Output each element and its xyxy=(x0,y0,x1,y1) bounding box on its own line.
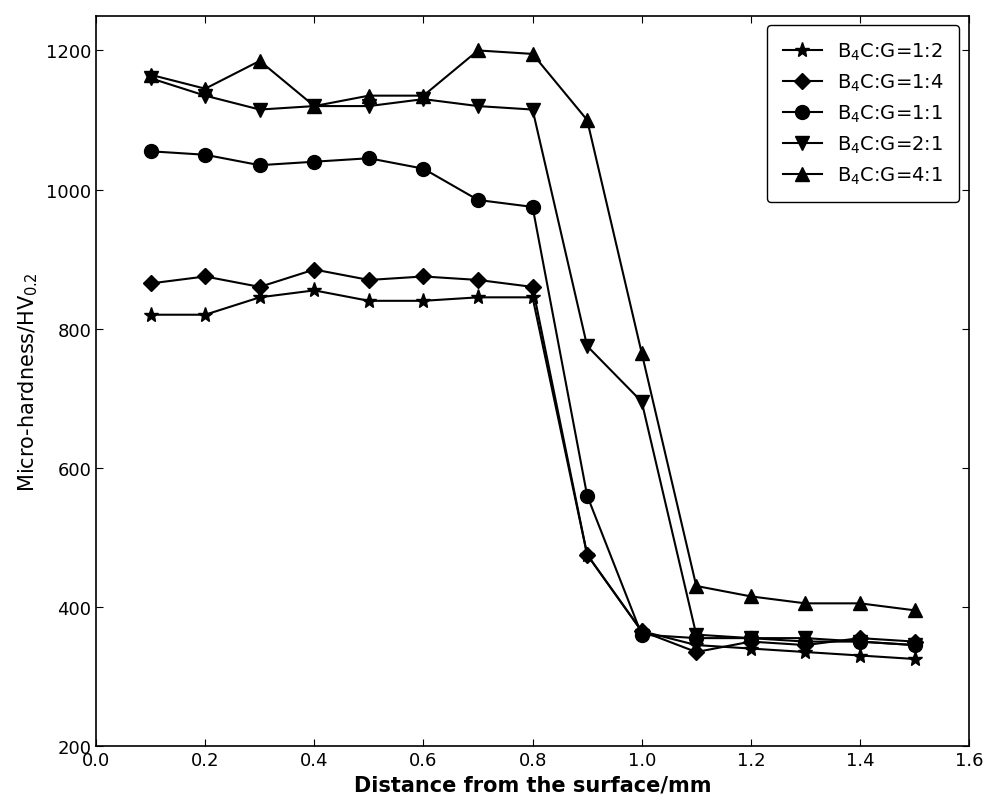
B$_4$C:G=4:1 xyxy=(472,46,484,56)
B$_4$C:G=1:2 xyxy=(581,550,593,560)
Legend: B$_4$C:G=1:2, B$_4$C:G=1:4, B$_4$C:G=1:1, B$_4$C:G=2:1, B$_4$C:G=4:1: B$_4$C:G=1:2, B$_4$C:G=1:4, B$_4$C:G=1:1… xyxy=(767,26,959,203)
B$_4$C:G=1:4 xyxy=(854,633,866,643)
B$_4$C:G=4:1 xyxy=(308,102,320,112)
B$_4$C:G=4:1 xyxy=(854,599,866,608)
B$_4$C:G=1:1 xyxy=(417,165,429,174)
B$_4$C:G=2:1 xyxy=(636,397,648,407)
B$_4$C:G=2:1 xyxy=(308,102,320,112)
B$_4$C:G=1:1 xyxy=(363,154,375,164)
B$_4$C:G=1:4 xyxy=(799,641,811,650)
Line: B$_4$C:G=1:2: B$_4$C:G=1:2 xyxy=(143,283,922,667)
B$_4$C:G=1:2 xyxy=(417,297,429,307)
B$_4$C:G=4:1 xyxy=(254,57,266,67)
B$_4$C:G=1:1 xyxy=(199,151,211,161)
Line: B$_4$C:G=2:1: B$_4$C:G=2:1 xyxy=(144,72,921,652)
B$_4$C:G=1:2 xyxy=(854,651,866,661)
B$_4$C:G=1:4 xyxy=(690,647,702,657)
B$_4$C:G=1:4 xyxy=(581,550,593,560)
B$_4$C:G=1:1 xyxy=(581,491,593,501)
B$_4$C:G=1:2 xyxy=(909,654,921,664)
B$_4$C:G=2:1 xyxy=(690,630,702,640)
B$_4$C:G=4:1 xyxy=(199,84,211,94)
B$_4$C:G=2:1 xyxy=(854,637,866,646)
B$_4$C:G=4:1 xyxy=(909,606,921,616)
B$_4$C:G=1:4 xyxy=(417,272,429,282)
B$_4$C:G=1:4 xyxy=(909,637,921,646)
B$_4$C:G=4:1 xyxy=(636,349,648,358)
B$_4$C:G=2:1 xyxy=(799,633,811,643)
B$_4$C:G=1:2 xyxy=(199,311,211,320)
B$_4$C:G=1:2 xyxy=(472,293,484,303)
B$_4$C:G=2:1 xyxy=(909,641,921,650)
B$_4$C:G=1:1 xyxy=(472,195,484,205)
B$_4$C:G=2:1 xyxy=(745,633,757,643)
Line: B$_4$C:G=1:1: B$_4$C:G=1:1 xyxy=(144,145,921,652)
Line: B$_4$C:G=1:4: B$_4$C:G=1:4 xyxy=(145,264,920,658)
B$_4$C:G=1:4 xyxy=(745,637,757,646)
B$_4$C:G=1:4 xyxy=(472,276,484,285)
B$_4$C:G=1:1 xyxy=(690,633,702,643)
B$_4$C:G=2:1 xyxy=(199,92,211,101)
B$_4$C:G=2:1 xyxy=(581,341,593,351)
B$_4$C:G=2:1 xyxy=(527,105,539,115)
B$_4$C:G=1:4 xyxy=(199,272,211,282)
B$_4$C:G=1:1 xyxy=(799,637,811,646)
B$_4$C:G=1:2 xyxy=(799,647,811,657)
X-axis label: Distance from the surface/mm: Distance from the surface/mm xyxy=(354,775,711,794)
B$_4$C:G=4:1 xyxy=(145,71,157,80)
B$_4$C:G=1:1 xyxy=(308,157,320,167)
B$_4$C:G=1:4 xyxy=(254,283,266,293)
B$_4$C:G=1:2 xyxy=(145,311,157,320)
B$_4$C:G=1:1 xyxy=(745,633,757,643)
B$_4$C:G=1:2 xyxy=(690,641,702,650)
B$_4$C:G=4:1 xyxy=(799,599,811,608)
B$_4$C:G=1:2 xyxy=(745,644,757,654)
B$_4$C:G=4:1 xyxy=(745,592,757,602)
B$_4$C:G=1:1 xyxy=(636,630,648,640)
B$_4$C:G=1:1 xyxy=(145,148,157,157)
B$_4$C:G=1:4 xyxy=(308,265,320,275)
B$_4$C:G=1:4 xyxy=(145,279,157,289)
B$_4$C:G=1:4 xyxy=(527,283,539,293)
B$_4$C:G=2:1 xyxy=(363,102,375,112)
B$_4$C:G=2:1 xyxy=(145,75,157,84)
B$_4$C:G=1:1 xyxy=(254,161,266,171)
B$_4$C:G=4:1 xyxy=(417,92,429,101)
B$_4$C:G=4:1 xyxy=(527,50,539,60)
Y-axis label: Micro-hardness/HV$_{0.2}$: Micro-hardness/HV$_{0.2}$ xyxy=(17,272,40,491)
B$_4$C:G=1:4 xyxy=(636,627,648,637)
B$_4$C:G=1:2 xyxy=(363,297,375,307)
B$_4$C:G=1:2 xyxy=(254,293,266,303)
B$_4$C:G=1:1 xyxy=(909,641,921,650)
B$_4$C:G=4:1 xyxy=(690,581,702,591)
B$_4$C:G=1:2 xyxy=(527,293,539,303)
B$_4$C:G=2:1 xyxy=(254,105,266,115)
B$_4$C:G=2:1 xyxy=(417,95,429,105)
B$_4$C:G=1:1 xyxy=(527,203,539,212)
B$_4$C:G=1:4 xyxy=(363,276,375,285)
B$_4$C:G=2:1 xyxy=(472,102,484,112)
Line: B$_4$C:G=4:1: B$_4$C:G=4:1 xyxy=(144,45,921,617)
B$_4$C:G=4:1 xyxy=(363,92,375,101)
B$_4$C:G=1:1 xyxy=(854,637,866,646)
B$_4$C:G=1:2 xyxy=(308,286,320,296)
B$_4$C:G=4:1 xyxy=(581,116,593,126)
B$_4$C:G=1:2 xyxy=(636,627,648,637)
